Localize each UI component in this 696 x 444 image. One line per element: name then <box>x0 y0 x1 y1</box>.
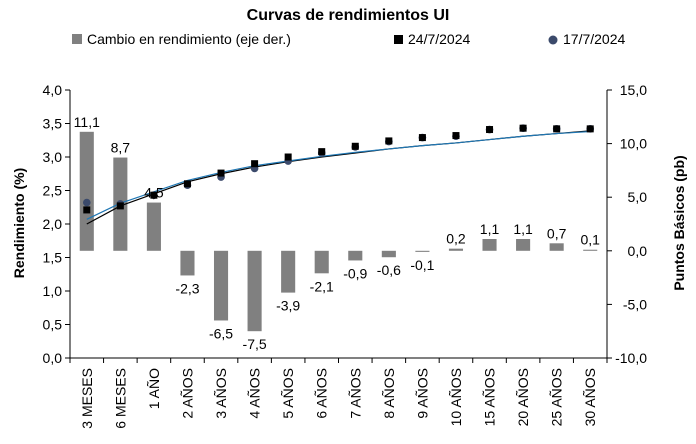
x-tick-label: 8 AÑOS <box>381 368 397 419</box>
x-tick-label: 9 AÑOS <box>414 368 430 419</box>
bar-series <box>79 131 598 332</box>
x-tick-label: 20 AÑOS <box>515 368 531 426</box>
trendlines <box>86 130 591 225</box>
point-24-7-2024 <box>83 206 91 214</box>
bar <box>516 239 531 251</box>
legend-label-bar: Cambio en rendimiento (eje der.) <box>87 31 291 47</box>
bar <box>213 250 229 321</box>
bar-value-label: 0,7 <box>547 225 567 241</box>
point-24-7-2024 <box>586 125 594 133</box>
point-24-7-2024 <box>486 126 494 134</box>
bar-value-label: 11,1 <box>74 114 100 130</box>
bar <box>247 250 262 332</box>
x-tick-label: 6 MESES <box>112 368 128 429</box>
y-left-tick-label: 2,0 <box>43 216 63 232</box>
bar-value-label: 1,1 <box>480 221 500 237</box>
y-left-tick-label: 4,0 <box>43 82 63 98</box>
legend-swatch-square <box>394 35 403 44</box>
legend-label-square: 24/7/2024 <box>408 31 470 47</box>
y-left-tick-label: 3,5 <box>43 116 63 132</box>
y-right-tick-label: 0,0 <box>628 243 648 259</box>
bar-value-label: 4,5 <box>144 185 164 201</box>
x-tick-label: 3 AÑOS <box>213 368 229 419</box>
point-24-7-2024 <box>519 124 527 132</box>
bar <box>281 250 296 293</box>
y-right-tick-label: -5,0 <box>623 296 647 312</box>
y-left-tick-label: 1,0 <box>43 283 63 299</box>
point-17-7-2024 <box>82 198 91 207</box>
bar <box>583 249 598 251</box>
point-24-7-2024 <box>183 180 191 188</box>
x-tick-label: 7 AÑOS <box>347 368 363 419</box>
y-left-tick-label: 0,0 <box>43 350 63 366</box>
bar-value-label: -6,5 <box>209 325 233 341</box>
bar-value-label: -7,5 <box>243 336 267 352</box>
x-tick-label: 5 AÑOS <box>280 368 296 419</box>
bar-value-label: -0,1 <box>410 257 434 273</box>
y-left-tick-label: 0,5 <box>43 317 63 333</box>
point-series <box>82 124 595 214</box>
x-tick-label: 4 AÑOS <box>247 368 263 419</box>
point-24-7-2024 <box>418 134 426 142</box>
y-axis-right-title: Puntos Básicos (pb) <box>671 155 687 290</box>
x-tick-label: 25 AÑOS <box>549 368 565 426</box>
trendline-1 <box>86 130 591 220</box>
point-24-7-2024 <box>452 132 460 140</box>
point-24-7-2024 <box>150 191 158 199</box>
bar <box>180 250 195 276</box>
bar-value-label: -3,9 <box>276 298 300 314</box>
x-tick-label: 1 AÑO <box>146 368 162 409</box>
bar <box>549 243 564 251</box>
bar <box>381 250 396 258</box>
point-24-7-2024 <box>385 137 393 145</box>
legend: Cambio en rendimiento (eje der.) 24/7/20… <box>72 31 625 47</box>
axes: 0,0 0,5 1,0 1,5 2,0 2,5 3,0 3,5 4,0 -10,0 -5,0 0,0 5… <box>43 82 648 429</box>
x-tick-label: 15 AÑOS <box>482 368 498 426</box>
x-tick-label: 2 AÑOS <box>179 368 195 419</box>
bar-value-label: 1,1 <box>513 221 533 237</box>
bar <box>415 250 430 252</box>
bar <box>79 131 94 251</box>
chart-title: Curvas de rendimientos UI <box>247 7 450 24</box>
bar <box>146 202 161 251</box>
bar <box>314 250 329 274</box>
bar-value-label: -2,3 <box>175 280 199 296</box>
point-24-7-2024 <box>217 169 225 177</box>
bar-value-label: 0,2 <box>446 231 466 247</box>
y-right-tick-label: 15,0 <box>620 82 647 98</box>
legend-swatch-circle <box>548 35 558 45</box>
bar-value-label: -0,9 <box>343 265 367 281</box>
y-axis-left-title: Rendimiento (%) <box>11 168 27 278</box>
data-labels: 11,1 8,7 4,5 -2,3 -6,5 -7,5 -3,9 -2,1 -0,9 -0,6 -0… <box>74 114 600 352</box>
x-tick-label: 30 AÑOS <box>582 368 598 426</box>
legend-label-circle: 17/7/2024 <box>563 31 625 47</box>
x-tick-label: 6 AÑOS <box>314 368 330 419</box>
bar-value-label: 8,7 <box>111 140 131 156</box>
y-right-tick-label: 5,0 <box>628 189 648 205</box>
point-24-7-2024 <box>318 148 326 156</box>
x-tick-label: 10 AÑOS <box>448 368 464 426</box>
point-24-7-2024 <box>116 202 124 210</box>
point-24-7-2024 <box>553 125 561 133</box>
y-right-tick-label: -10,0 <box>615 350 647 366</box>
x-tick-label: 3 MESES <box>79 368 95 429</box>
bar <box>448 248 464 251</box>
bar <box>482 239 497 251</box>
y-left-tick-label: 3,0 <box>43 149 63 165</box>
y-right-tick-label: 10,0 <box>620 136 647 152</box>
point-24-7-2024 <box>251 160 259 168</box>
legend-swatch-bar <box>72 34 82 44</box>
bar <box>348 250 363 261</box>
bar-value-label: 0,1 <box>580 232 600 248</box>
y-left-tick-label: 2,5 <box>43 183 63 199</box>
bar-value-label: -2,1 <box>310 278 334 294</box>
trendline-0 <box>86 130 591 225</box>
y-left-tick-label: 1,5 <box>43 250 63 266</box>
bar-value-label: -0,6 <box>377 262 401 278</box>
point-24-7-2024 <box>351 142 359 150</box>
point-24-7-2024 <box>284 153 292 161</box>
